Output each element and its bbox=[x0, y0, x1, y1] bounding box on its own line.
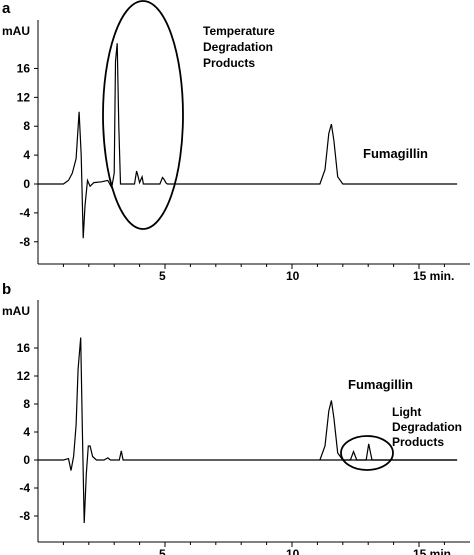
y-tick-label: 4 bbox=[23, 425, 30, 439]
x-tick-label: 10 bbox=[286, 547, 300, 555]
y-tick-label: -8 bbox=[19, 509, 30, 523]
panel-b-ylabel: mAU bbox=[2, 304, 30, 318]
y-tick-label: 0 bbox=[23, 177, 30, 191]
panel-a-label: a bbox=[2, 0, 11, 17]
x-tick-label: 15 min. bbox=[413, 547, 454, 555]
panel-b-trace-early bbox=[38, 337, 458, 524]
panel-b-label: b bbox=[2, 281, 11, 298]
fumagillin-label-b: Fumagillin bbox=[348, 377, 413, 392]
y-tick-label: 12 bbox=[17, 90, 31, 104]
x-tick-label: 10 bbox=[286, 269, 300, 283]
x-tick-label: 5 bbox=[159, 547, 166, 555]
temperature-label-line3: Products bbox=[203, 56, 255, 70]
panel-b-trace-late bbox=[319, 400, 458, 461]
panel-a-ylabel: mAU bbox=[2, 24, 30, 38]
y-tick-label: -4 bbox=[19, 206, 30, 220]
fumagillin-label-a: Fumagillin bbox=[363, 146, 428, 161]
temperature-products-ellipse bbox=[102, 0, 184, 230]
light-label-line2: Degradation bbox=[392, 420, 462, 434]
y-tick-label: 8 bbox=[23, 119, 30, 133]
panel-a-trace bbox=[38, 43, 458, 239]
temperature-label-line2: Degradation bbox=[203, 40, 273, 54]
panel-a: a mAU -8 -4 0 4 8 12 16 5 10 15 min. Temperature… bbox=[2, 0, 470, 283]
y-tick-label: -4 bbox=[19, 481, 30, 495]
temperature-label-line1: Temperature bbox=[203, 24, 275, 38]
light-products-ellipse bbox=[340, 435, 394, 471]
y-tick-label: 8 bbox=[23, 397, 30, 411]
y-tick-label: 4 bbox=[23, 148, 30, 162]
light-label-line3: Products bbox=[392, 435, 444, 449]
light-label-line1: Light bbox=[392, 405, 421, 419]
y-tick-label: -8 bbox=[19, 235, 30, 249]
y-tick-label: 12 bbox=[17, 369, 31, 383]
y-tick-label: 16 bbox=[17, 341, 31, 355]
y-tick-label: 16 bbox=[17, 61, 31, 75]
y-tick-label: 0 bbox=[23, 453, 30, 467]
x-tick-label: 15 min. bbox=[413, 269, 454, 283]
x-tick-label: 5 bbox=[159, 269, 166, 283]
